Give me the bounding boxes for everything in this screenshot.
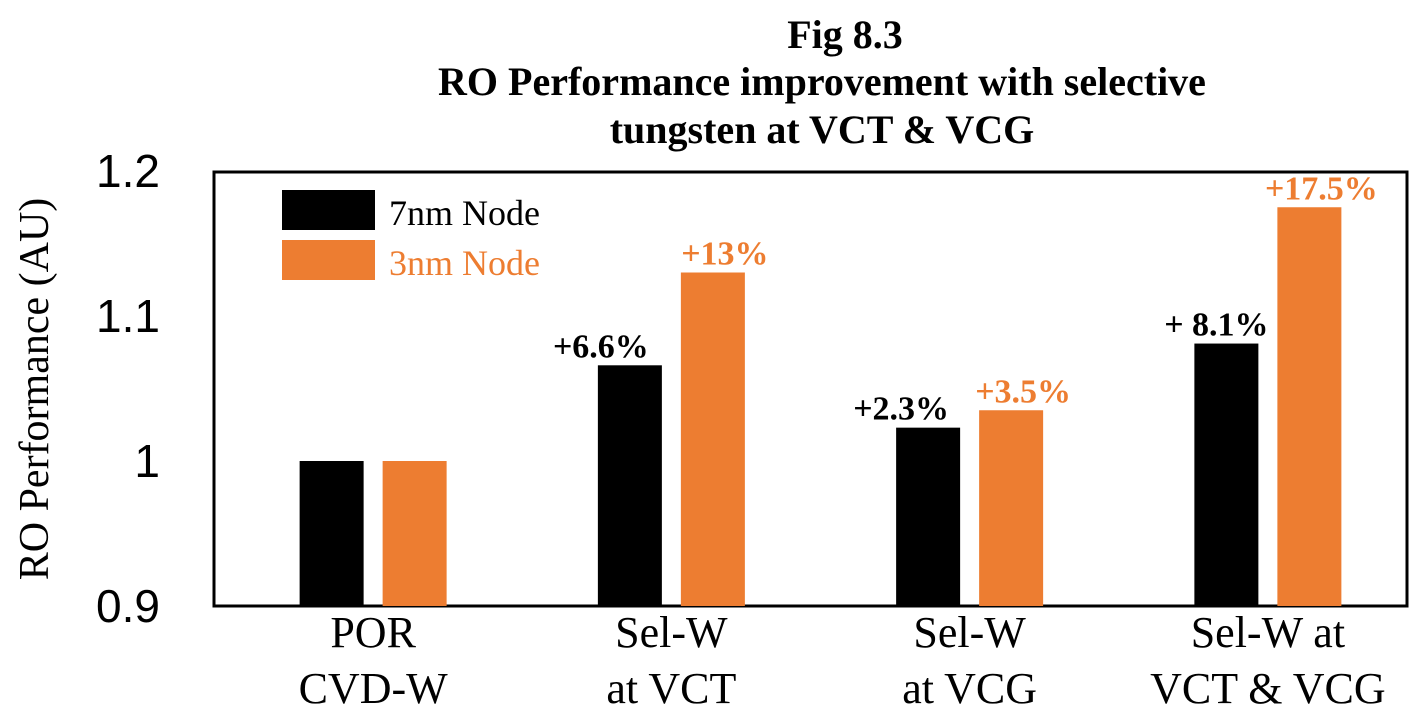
bar-3nm: [1277, 207, 1342, 606]
bar-7nm: [896, 427, 961, 606]
legend-swatch-7nm: [282, 190, 375, 230]
x-category-label: CVD-W: [299, 664, 449, 713]
legend-label-3nm: 3nm Node: [389, 243, 540, 283]
x-category-label: POR: [330, 608, 416, 657]
x-category-label: Sel-W: [913, 608, 1026, 657]
legend: 7nm Node 3nm Node: [282, 190, 540, 283]
chart-title-line-2: RO Performance improvement with selectiv…: [438, 59, 1206, 104]
chart-title-line-3: tungsten at VCT & VCG: [610, 107, 1035, 152]
data-label-3nm: +13%: [681, 236, 768, 273]
y-tick-label: 1.2: [96, 145, 160, 197]
plot-area-frame: [212, 170, 1409, 608]
bar-7nm: [1194, 343, 1259, 606]
y-axis-label: RO Performance (AU): [12, 198, 58, 581]
x-category-label: at VCG: [902, 664, 1037, 713]
bar-7nm: [597, 365, 662, 606]
bar-3nm: [979, 410, 1044, 606]
legend-swatch-3nm: [282, 240, 375, 280]
data-labels: +6.6% +2.3% + 8.1% +13% +3.5% +17.5%: [553, 170, 1378, 427]
bars: [299, 207, 1342, 606]
legend-label-7nm: 7nm Node: [389, 193, 540, 233]
x-category-label: at VCT: [606, 664, 736, 713]
y-axis-ticks: 0.9 1 1.1 1.2: [96, 145, 160, 632]
y-tick-label: 0.9: [96, 580, 160, 632]
data-label-3nm: +3.5%: [975, 373, 1071, 410]
x-category-label: VCT & VCG: [1150, 664, 1386, 713]
bar-7nm: [299, 461, 364, 606]
data-label-3nm: +17.5%: [1265, 170, 1378, 207]
bar-3nm: [680, 272, 745, 606]
y-tick-label: 1: [134, 435, 160, 487]
data-label-7nm: +2.3%: [853, 391, 949, 428]
x-axis-category-labels: POR CVD-W Sel-W at VCT Sel-W at VCG Sel-W at VC…: [299, 608, 1386, 713]
data-label-7nm: +6.6%: [553, 328, 649, 365]
chart-title-line-1: Fig 8.3: [787, 12, 903, 57]
y-tick-label: 1.1: [96, 290, 160, 342]
data-label-7nm: + 8.1%: [1164, 307, 1268, 344]
x-category-label: Sel-W: [615, 608, 728, 657]
x-category-label: Sel-W at: [1191, 608, 1345, 657]
bar-3nm: [382, 461, 447, 606]
